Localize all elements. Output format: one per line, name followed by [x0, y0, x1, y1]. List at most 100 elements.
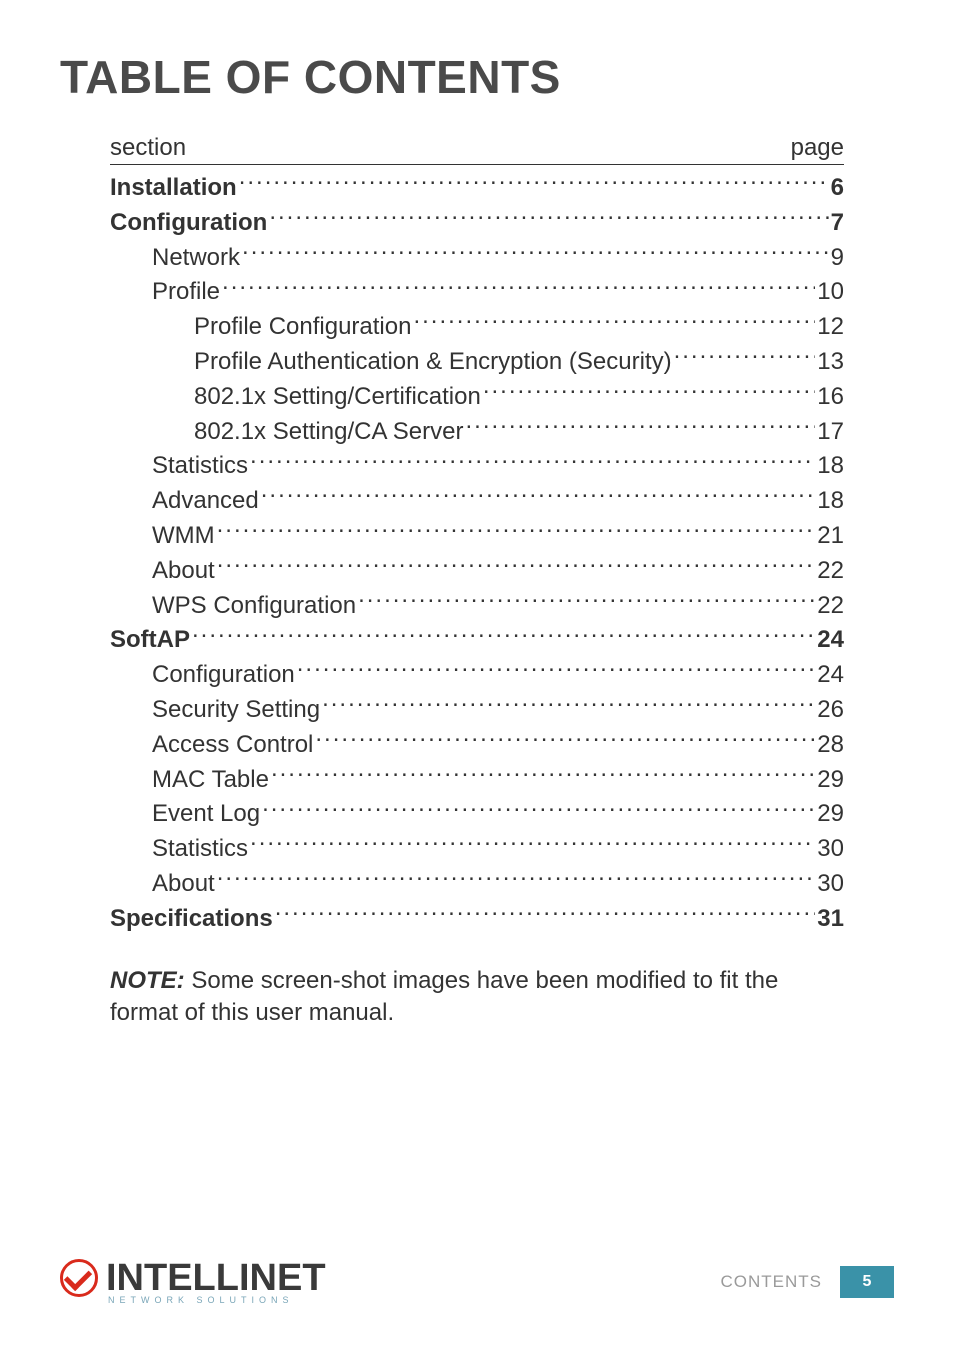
- toc-entry-page: 24: [817, 623, 844, 658]
- toc-entry: WMM 21: [110, 519, 844, 554]
- toc-header-page: page: [791, 134, 844, 162]
- toc-leader-dots: [674, 345, 816, 369]
- toc-entry-page: 24: [817, 658, 844, 693]
- toc-entry-label: Profile: [152, 275, 220, 310]
- toc-leader-dots: [275, 902, 816, 926]
- toc-entry-page: 10: [817, 275, 844, 310]
- toc-entry: Configuration 24: [110, 658, 844, 693]
- toc-entry-page: 26: [817, 693, 844, 728]
- toc-leader-dots: [242, 241, 829, 265]
- toc-entry: Configuration 7: [110, 206, 844, 241]
- toc-entry-page: 18: [817, 449, 844, 484]
- toc-entry-label: 802.1x Setting/CA Server: [194, 415, 463, 450]
- toc-entry-page: 17: [817, 415, 844, 450]
- toc-entry: Statistics 30: [110, 832, 844, 867]
- toc-entry-page: 22: [817, 554, 844, 589]
- toc-entry-page: 30: [817, 867, 844, 902]
- toc-entry-label: Configuration: [110, 206, 267, 241]
- toc-entry: 802.1x Setting/CA Server 17: [110, 415, 844, 450]
- toc-entry: Event Log 29: [110, 797, 844, 832]
- toc-entry-page: 21: [817, 519, 844, 554]
- toc-entry-label: Advanced: [152, 484, 259, 519]
- note-block: NOTE: Some screen-shot images have been …: [60, 965, 894, 1030]
- toc-leader-dots: [358, 589, 815, 613]
- toc-entry-page: 29: [817, 763, 844, 798]
- toc-entry-label: 802.1x Setting/Certification: [194, 380, 481, 415]
- toc-entry-page: 9: [831, 241, 844, 276]
- toc-entry-page: 29: [817, 797, 844, 832]
- toc-container: section page Installation6Configuration …: [60, 134, 894, 937]
- toc-entry-label: Configuration: [152, 658, 295, 693]
- page-title: TABLE OF CONTENTS: [60, 50, 894, 104]
- toc-entry: WPS Configuration 22: [110, 589, 844, 624]
- toc-leader-dots: [262, 797, 815, 821]
- toc-entry-page: 13: [817, 345, 844, 380]
- toc-entry-page: 7: [831, 206, 844, 241]
- logo-subtext: NETWORK SOLUTIONS: [108, 1295, 294, 1305]
- toc-leader-dots: [192, 623, 815, 647]
- logo-text: INTELLINET: [106, 1259, 326, 1297]
- note-prefix: NOTE:: [110, 967, 185, 994]
- toc-leader-dots: [271, 763, 815, 787]
- toc-leader-dots: [413, 310, 815, 334]
- toc-entry: Access Control 28: [110, 728, 844, 763]
- toc-leader-dots: [269, 206, 828, 230]
- toc-entry-label: SoftAP: [110, 623, 190, 658]
- toc-entry: Profile Authentication & Encryption (Sec…: [110, 345, 844, 380]
- toc-header-section: section: [110, 134, 186, 162]
- toc-leader-dots: [315, 728, 815, 752]
- toc-entry-page: 18: [817, 484, 844, 519]
- toc-entry-label: About: [152, 554, 215, 589]
- toc-entry-label: WMM: [152, 519, 215, 554]
- toc-entry: Security Setting 26: [110, 693, 844, 728]
- toc-entry-label: Statistics: [152, 832, 248, 867]
- toc-entry: MAC Table 29: [110, 763, 844, 798]
- toc-entry-label: Profile Configuration: [194, 310, 411, 345]
- toc-entry-label: Installation: [110, 171, 237, 206]
- toc-entry-page: 28: [817, 728, 844, 763]
- toc-entry: Profile 10: [110, 275, 844, 310]
- toc-leader-dots: [250, 449, 815, 473]
- toc-leader-dots: [297, 658, 816, 682]
- toc-entry-label: Security Setting: [152, 693, 320, 728]
- footer: INTELLINET NETWORK SOLUTIONS CONTENTS 5: [60, 1259, 894, 1305]
- toc-leader-dots: [322, 693, 815, 717]
- toc-leader-dots: [483, 380, 815, 404]
- toc-entry: About 30: [110, 867, 844, 902]
- note-text: Some screen-shot images have been modifi…: [110, 967, 778, 1026]
- toc-entry-page: 12: [817, 310, 844, 345]
- toc-entry-page: 30: [817, 832, 844, 867]
- toc-entry-label: Profile Authentication & Encryption (Sec…: [194, 345, 672, 380]
- toc-entry-page: 16: [817, 380, 844, 415]
- toc-leader-dots: [217, 519, 816, 543]
- page-number-badge: 5: [840, 1266, 894, 1298]
- toc-entry-label: Specifications: [110, 902, 273, 937]
- toc-entry-label: Event Log: [152, 797, 260, 832]
- toc-entry: SoftAP 24: [110, 623, 844, 658]
- toc-entry-page: 6: [831, 171, 844, 206]
- footer-section-label: CONTENTS: [721, 1272, 823, 1292]
- toc-entry-page: 22: [817, 589, 844, 624]
- toc-leader-dots: [239, 171, 829, 195]
- toc-entry-label: MAC Table: [152, 763, 269, 798]
- toc-entry: 802.1x Setting/Certification 16: [110, 380, 844, 415]
- toc-leader-dots: [222, 275, 815, 299]
- toc-leader-dots: [250, 832, 815, 856]
- toc-leader-dots: [261, 484, 816, 508]
- logo-main: INTELLINET: [60, 1259, 326, 1297]
- toc-entry-label: About: [152, 867, 215, 902]
- toc-entry: Network 9: [110, 241, 844, 276]
- toc-entry: Advanced 18: [110, 484, 844, 519]
- footer-right: CONTENTS 5: [721, 1266, 895, 1298]
- toc-entry: Profile Configuration 12: [110, 310, 844, 345]
- toc-entry-label: Network: [152, 241, 240, 276]
- toc-entry-label: Access Control: [152, 728, 313, 763]
- toc-entry-label: WPS Configuration: [152, 589, 356, 624]
- toc-header-row: section page: [110, 134, 844, 165]
- logo: INTELLINET NETWORK SOLUTIONS: [60, 1259, 326, 1305]
- toc-leader-dots: [217, 554, 816, 578]
- toc-leader-dots: [217, 867, 816, 891]
- toc-entry: Specifications 31: [110, 902, 844, 937]
- toc-entry: About 22: [110, 554, 844, 589]
- toc-list: Installation6Configuration 7Network9Prof…: [110, 171, 844, 937]
